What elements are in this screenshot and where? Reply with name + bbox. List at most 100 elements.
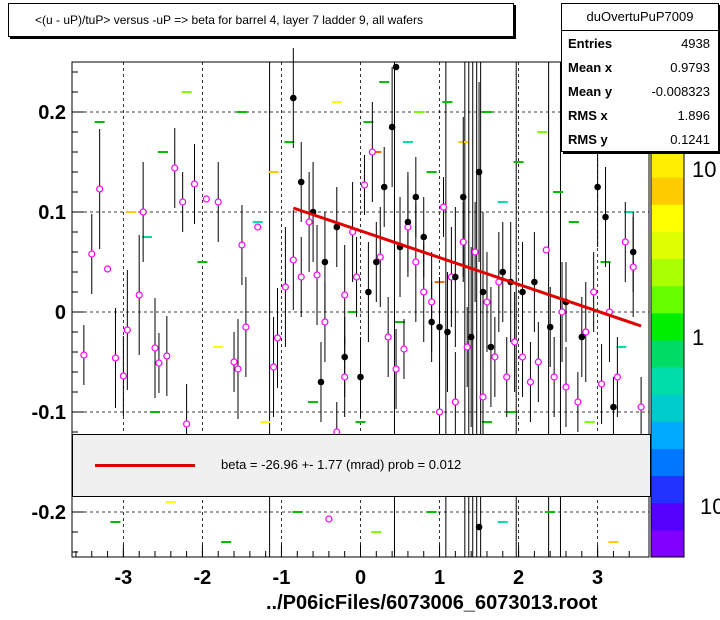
black-point — [341, 353, 348, 361]
palette-swatch — [651, 421, 684, 449]
y-tick-label: -0.2 — [32, 502, 66, 524]
x-tick-label: -2 — [194, 567, 212, 589]
pink-point — [483, 298, 491, 306]
pink-point — [171, 164, 179, 172]
pink-point — [139, 208, 147, 216]
black-point — [380, 183, 388, 191]
stats-row-entries: Entries 4938 — [568, 36, 710, 51]
pink-point — [183, 420, 191, 428]
pink-point — [103, 265, 112, 273]
black-point — [412, 193, 420, 201]
pink-point — [254, 223, 262, 231]
pink-point — [368, 148, 376, 156]
pink-point — [471, 248, 479, 256]
black-point — [436, 323, 443, 331]
pink-point — [459, 238, 467, 246]
pink-point — [352, 273, 361, 281]
pink-point — [392, 365, 400, 373]
black-point — [452, 273, 459, 281]
pink-point — [590, 288, 598, 296]
pink-point — [313, 271, 321, 279]
z-axis-label-mid: 1 — [692, 325, 705, 350]
y-tick-label: 0.2 — [38, 102, 66, 124]
z-axis-label-top: 10 — [692, 157, 717, 182]
pink-point — [281, 283, 290, 291]
pink-point — [242, 323, 250, 331]
pink-point — [230, 358, 238, 366]
x-tick-label: 2 — [513, 567, 524, 589]
palette-swatch — [651, 285, 684, 314]
fit-legend-text: beta = -26.96 +- 1.77 (mrad) prob = 0.01… — [221, 457, 462, 472]
pink-point — [96, 185, 104, 193]
palette-swatch — [651, 367, 684, 395]
fit-legend-line — [95, 464, 195, 467]
z-axis-label-bottom: 10 — [700, 494, 720, 519]
pink-point — [613, 373, 621, 381]
palette-swatch — [651, 204, 684, 232]
pink-point — [135, 291, 143, 299]
black-point — [629, 248, 637, 256]
black-point — [428, 318, 435, 326]
pink-point — [582, 328, 590, 336]
black-point — [420, 233, 428, 241]
black-point — [602, 213, 609, 221]
x-axis-file-label: ../P06icFiles/6073006_6073013.root — [266, 592, 598, 614]
black-point — [610, 403, 617, 411]
pink-point — [80, 351, 88, 359]
palette-swatch — [651, 475, 684, 504]
black-point — [459, 193, 467, 201]
pink-point — [384, 333, 392, 341]
palette-swatch — [651, 258, 684, 287]
palette-swatch — [651, 312, 684, 341]
black-point — [444, 328, 451, 336]
y-tick-label: 0 — [55, 302, 66, 324]
palette-swatch — [651, 394, 684, 422]
pink-point — [534, 358, 542, 366]
black-point — [546, 323, 554, 331]
palette-swatch — [651, 529, 684, 558]
black-point — [499, 268, 507, 276]
pink-point — [542, 246, 550, 254]
palette-swatch — [651, 150, 684, 178]
pink-point — [234, 365, 242, 373]
black-point — [475, 168, 483, 176]
fit-line — [292, 206, 642, 328]
pink-point — [491, 353, 499, 361]
pink-point — [238, 241, 246, 249]
stats-row-mean-y: Mean y -0.008323 — [568, 84, 710, 99]
x-tick-label: 0 — [355, 567, 366, 589]
black-point — [290, 94, 297, 102]
y-tick-label: -0.1 — [32, 402, 66, 424]
x-tick-label: 3 — [592, 567, 603, 589]
pink-point — [428, 298, 436, 306]
palette-swatch — [651, 339, 684, 368]
chart-title: <(u - uP)/tuP> versus -uP => beta for ba… — [35, 13, 423, 27]
black-point — [357, 373, 364, 381]
black-point — [321, 258, 329, 266]
black-point — [388, 123, 396, 131]
pink-point — [574, 398, 582, 406]
pink-point — [479, 393, 487, 401]
pink-point — [119, 372, 127, 380]
black-point — [531, 278, 538, 286]
chart-title-box: <(u - uP)/tuP> versus -uP => beta for ba… — [8, 3, 514, 37]
black-point — [333, 223, 341, 231]
pink-point — [111, 354, 120, 362]
black-point — [578, 333, 586, 341]
stats-row-mean-x: Mean x 0.9793 — [568, 60, 710, 75]
pink-point — [273, 334, 282, 342]
x-tick-label: 1 — [434, 567, 445, 589]
pink-point — [550, 373, 558, 381]
pink-point — [511, 338, 519, 346]
pink-point — [325, 515, 333, 523]
black-point — [365, 288, 372, 296]
pink-point — [435, 408, 444, 416]
pink-point — [155, 359, 163, 367]
black-point — [467, 333, 475, 341]
pink-point — [376, 253, 384, 261]
stats-row-rms-x: RMS x 1.896 — [568, 108, 710, 123]
black-point — [392, 63, 400, 71]
black-point — [479, 288, 487, 296]
pink-point — [269, 363, 278, 371]
palette-swatch — [651, 448, 684, 477]
